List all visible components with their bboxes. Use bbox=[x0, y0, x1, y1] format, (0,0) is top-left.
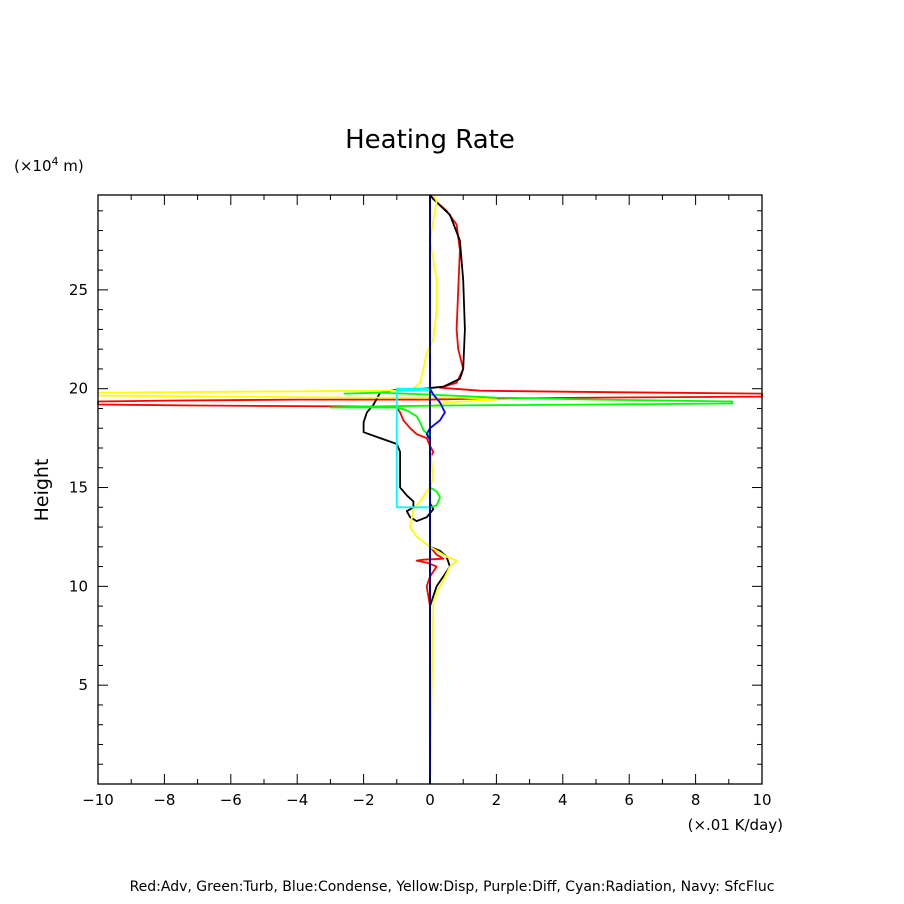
series-line-green-turb bbox=[329, 391, 733, 784]
y-tick-label: 5 bbox=[78, 676, 88, 694]
y-units-prefix: (×10 bbox=[14, 157, 52, 175]
y-units-exponent: 4 bbox=[52, 155, 59, 168]
series-line-black bbox=[362, 194, 466, 784]
y-tick-label: 25 bbox=[69, 281, 88, 299]
x-tick-label: −2 bbox=[353, 791, 375, 809]
x-units-label: (×.01 K/day) bbox=[688, 816, 783, 834]
y-tick-label: 15 bbox=[69, 479, 88, 497]
chart-title: Heating Rate bbox=[345, 125, 515, 155]
y-axis-label: Height bbox=[31, 459, 53, 522]
tick-layer: −10 −8 −6 −4 −2 0 2 4 6 8 10 5 10 15 20 25 bbox=[69, 195, 772, 809]
y-units-suffix: m) bbox=[59, 157, 84, 175]
x-tick-label: 6 bbox=[624, 791, 634, 809]
x-tick-label: 0 bbox=[425, 791, 435, 809]
x-tick-label: 4 bbox=[558, 791, 568, 809]
x-tick-label: −6 bbox=[220, 791, 242, 809]
x-tick-label: 10 bbox=[752, 791, 771, 809]
series-line-red-adv bbox=[97, 194, 763, 784]
x-tick-label: 2 bbox=[492, 791, 502, 809]
x-tick-label: −8 bbox=[153, 791, 175, 809]
series-layer bbox=[97, 194, 763, 785]
legend-text: Red:Adv, Green:Turb, Blue:Condense, Yell… bbox=[130, 879, 775, 895]
x-tick-label: −4 bbox=[286, 791, 308, 809]
x-tick-label: −10 bbox=[82, 791, 114, 809]
x-tick-label: 8 bbox=[691, 791, 701, 809]
y-tick-label: 10 bbox=[69, 577, 88, 595]
y-tick-label: 20 bbox=[69, 380, 88, 398]
series-line-yellow-disp bbox=[97, 194, 498, 785]
y-units-label: (×104 m) bbox=[14, 155, 84, 175]
series-line-blue-condense bbox=[425, 195, 446, 784]
